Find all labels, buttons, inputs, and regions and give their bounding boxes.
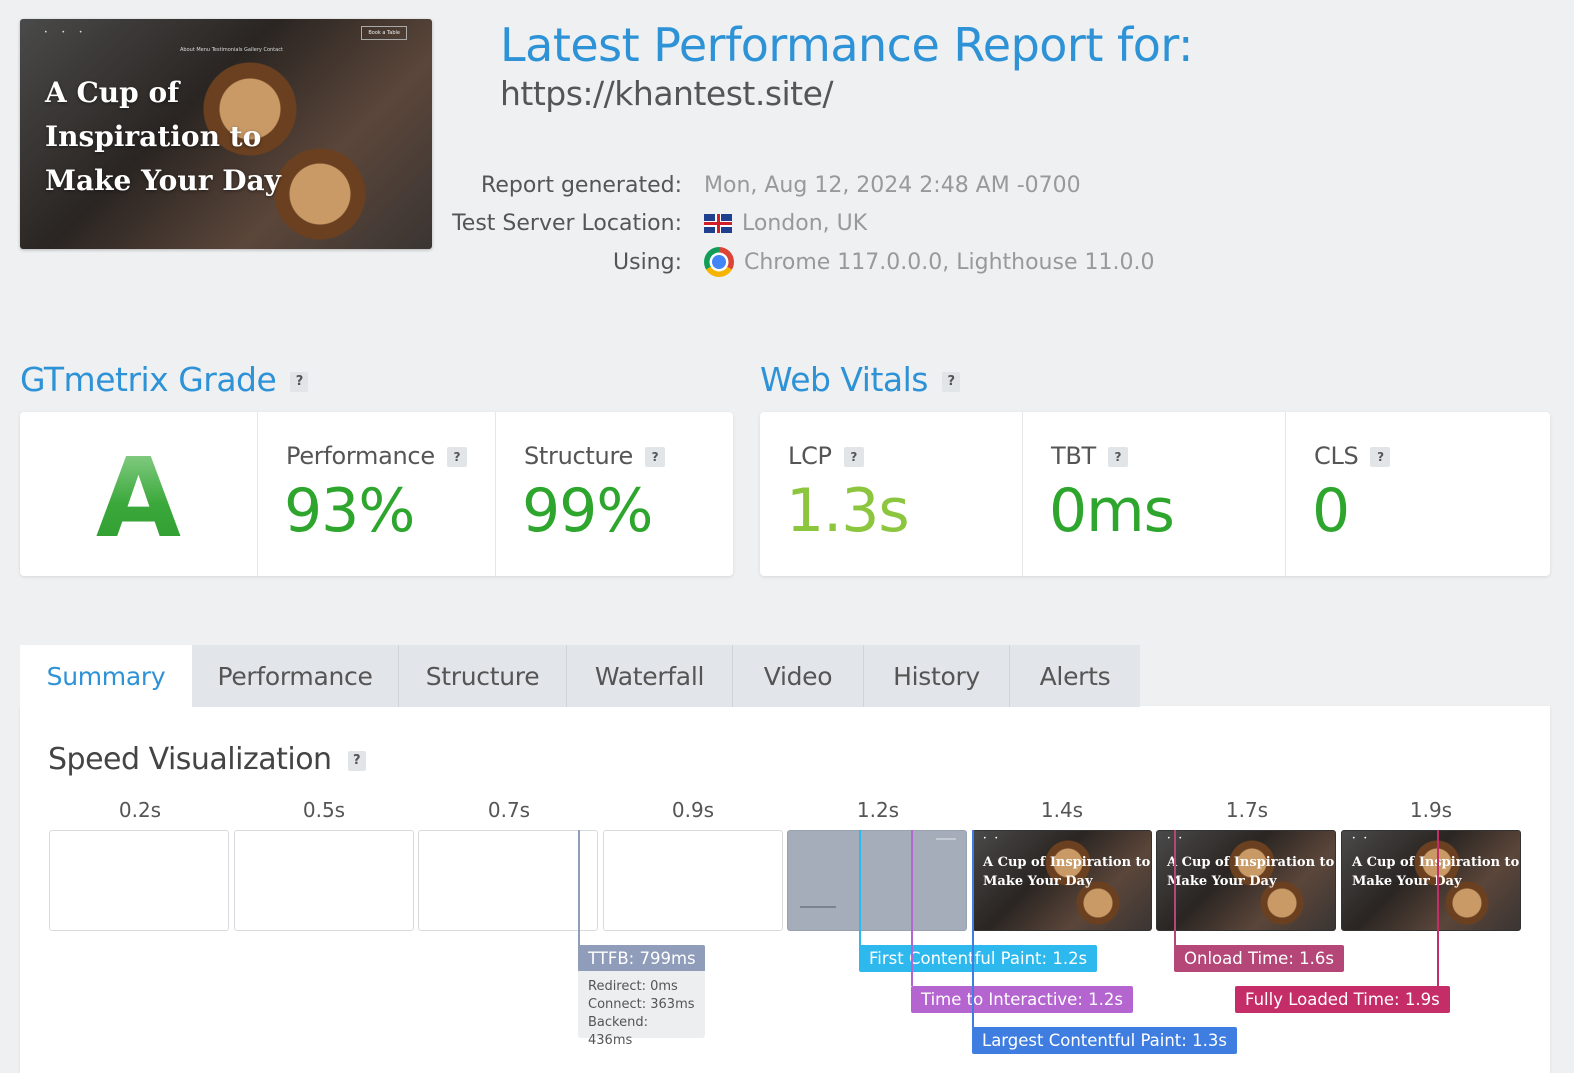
report-title: Latest Performance Report for: (500, 18, 1193, 72)
ttfb-marker-line (578, 830, 580, 946)
structure-label: Structure (524, 442, 633, 470)
chrome-icon (704, 247, 734, 278)
tbt-label: TBT (1051, 442, 1096, 470)
frame-time-4: 0.9s (671, 798, 715, 822)
performance-help-icon[interactable]: ? (446, 447, 467, 467)
tab-video[interactable]: Video (733, 645, 864, 707)
frame-time-5: 1.2s (856, 798, 900, 822)
report-meta: Report generated: Mon, Aug 12, 2024 2:48… (440, 166, 1200, 282)
report-url[interactable]: https://khantest.site/ (500, 74, 834, 113)
cls-value: 0 (1312, 476, 1350, 546)
lcp-help-icon[interactable]: ? (843, 447, 864, 467)
cls-cell: CLS? 0 (1286, 412, 1550, 576)
gtmetrix-grade-help-icon[interactable]: ? (290, 371, 309, 392)
web-vitals-help-icon[interactable]: ? (941, 371, 960, 392)
lcp-cell: LCP? 1.3s (760, 412, 1023, 576)
server-location-label: Test Server Location: (452, 211, 682, 237)
fully-loaded-marker-label[interactable]: Fully Loaded Time: 1.9s (1235, 986, 1450, 1013)
report-generated-value: Mon, Aug 12, 2024 2:48 AM -0700 (704, 172, 1081, 198)
filmstrip-frame-2[interactable] (234, 830, 414, 931)
lcp-marker-label[interactable]: Largest Contentful Paint: 1.3s (972, 1027, 1237, 1054)
speed-visualization-help-icon[interactable]: ? (347, 750, 366, 771)
performance-label: Performance (286, 442, 435, 470)
filmstrip-frame-1[interactable] (49, 830, 229, 931)
tab-waterfall[interactable]: Waterfall (567, 645, 733, 707)
tab-performance[interactable]: Performance (192, 645, 399, 707)
tab-structure[interactable]: Structure (399, 645, 567, 707)
thumbnail-hero-text: A Cup of Inspiration to Make Your Day (45, 76, 281, 197)
tbt-value: 0ms (1049, 476, 1175, 546)
frame-time-1: 0.2s (118, 798, 162, 822)
structure-help-icon[interactable]: ? (644, 447, 665, 467)
ttfb-backend: Backend: 436ms (588, 1015, 648, 1048)
uk-flag-icon (704, 214, 732, 234)
using-value: Chrome 117.0.0.0, Lighthouse 11.0.0 (744, 249, 1155, 275)
structure-value: 99% (522, 476, 653, 546)
filmstrip-frame-6[interactable]: • • A Cup of Inspiration to Make Your Da… (972, 830, 1152, 931)
report-tabs: Summary Performance Structure Waterfall … (20, 645, 1140, 707)
report-generated-label: Report generated: (481, 172, 682, 198)
frame-hero-text: A Cup of Inspiration to Make Your Day (1352, 855, 1520, 889)
tbt-help-icon[interactable]: ? (1107, 447, 1128, 467)
speed-visualization-heading: Speed Visualization? (48, 742, 366, 777)
thumbnail-book-button: Book a Table (361, 26, 407, 40)
fcp-marker-label[interactable]: First Contentful Paint: 1.2s (859, 945, 1098, 972)
web-vitals-heading: Web Vitals? (760, 360, 960, 399)
frame-hero-text: A Cup of Inspiration to Make Your Day (983, 855, 1151, 889)
cls-label: CLS (1314, 442, 1359, 470)
gtmetrix-grade-panel: A Performance? 93% Structure? 99% (20, 412, 733, 576)
gtmetrix-grade-heading: GTmetrix Grade? (20, 360, 309, 399)
lcp-value: 1.3s (786, 476, 910, 546)
social-icons: • • • (44, 29, 89, 36)
cls-help-icon[interactable]: ? (1370, 447, 1391, 467)
tti-marker-line (911, 830, 913, 986)
frame-time-2: 0.5s (302, 798, 346, 822)
ttfb-breakdown: Redirect: 0ms Connect: 363ms Backend: 43… (578, 971, 705, 1048)
frame-time-6: 1.4s (1040, 798, 1084, 822)
tti-marker-label[interactable]: Time to Interactive: 1.2s (911, 986, 1133, 1013)
server-location-value: London, UK (742, 211, 868, 237)
filmstrip-frame-7[interactable]: • • A Cup of Inspiration to Make Your Da… (1156, 830, 1336, 931)
using-label: Using: (613, 249, 682, 275)
grade-cell: A (20, 412, 258, 576)
frame-time-8: 1.9s (1409, 798, 1453, 822)
onload-marker-label[interactable]: Onload Time: 1.6s (1174, 945, 1344, 972)
lcp-label: LCP (788, 442, 832, 470)
frame-time-7: 1.7s (1225, 798, 1269, 822)
filmstrip-frame-5[interactable] (787, 830, 967, 931)
gtmetrix-grade-title: GTmetrix Grade (20, 360, 277, 399)
speed-visualization-title: Speed Visualization (48, 742, 332, 777)
web-vitals-panel: LCP? 1.3s TBT? 0ms CLS? 0 (760, 412, 1550, 576)
grade-letter: A (20, 434, 257, 562)
performance-cell: Performance? 93% (258, 412, 496, 576)
filmstrip-frame-3[interactable] (418, 830, 598, 931)
thumbnail-nav: About Menu Testimonials Gallery Contact (180, 47, 283, 53)
tab-summary[interactable]: Summary (20, 645, 192, 707)
frame-time-3: 0.7s (487, 798, 531, 822)
structure-cell: Structure? 99% (496, 412, 733, 576)
ttfb-redirect: Redirect: 0ms (588, 979, 678, 994)
performance-value: 93% (284, 476, 415, 546)
lcp-marker-line (972, 830, 974, 1028)
onload-marker-line (1174, 830, 1176, 946)
fully-loaded-marker-line (1437, 830, 1439, 986)
filmstrip-frame-8[interactable]: • • A Cup of Inspiration to Make Your Da… (1341, 830, 1521, 931)
filmstrip-frame-4[interactable] (603, 830, 783, 931)
fcp-marker-line (859, 830, 861, 946)
frame-hero-text: A Cup of Inspiration to Make Your Day (1167, 855, 1335, 889)
page-screenshot-thumbnail[interactable]: • • • About Menu Testimonials Gallery Co… (20, 19, 432, 249)
tab-history[interactable]: History (864, 645, 1010, 707)
tab-alerts[interactable]: Alerts (1010, 645, 1140, 707)
tbt-cell: TBT? 0ms (1023, 412, 1286, 576)
ttfb-marker-label[interactable]: TTFB: 799ms (578, 945, 705, 972)
web-vitals-title: Web Vitals (760, 360, 928, 399)
ttfb-connect: Connect: 363ms (588, 997, 695, 1012)
